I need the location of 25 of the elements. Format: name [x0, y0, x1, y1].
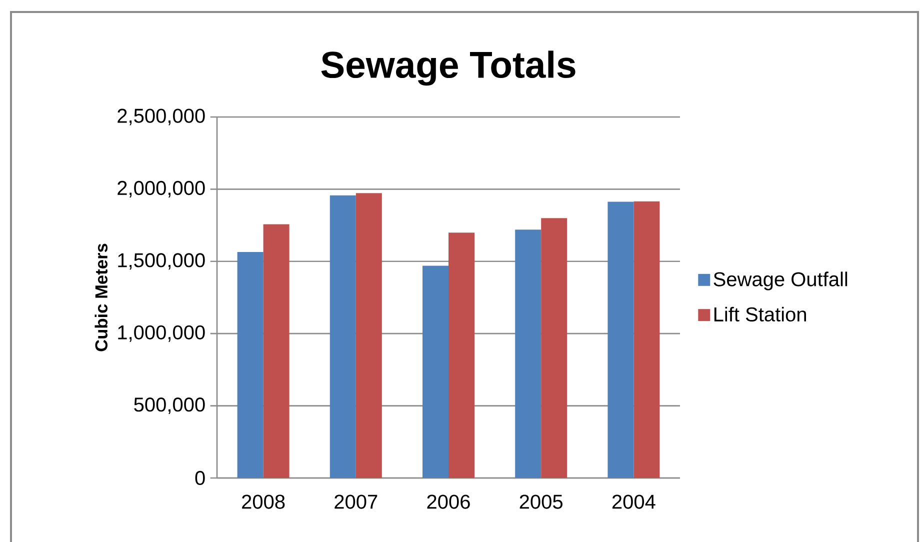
y-tick-label: 2,000,000	[118, 180, 205, 198]
bar	[330, 195, 356, 478]
bar	[634, 201, 660, 478]
bar	[263, 224, 290, 478]
y-tick-label: 0	[195, 470, 205, 486]
x-tick-label: 2006	[427, 494, 470, 509]
bar	[515, 230, 542, 478]
y-tick-label: 1,500,000	[118, 253, 205, 270]
y-axis-title: Cubic Meters	[94, 244, 108, 352]
x-tick-label: 2008	[242, 494, 285, 509]
chart-title: Sewage Totals	[321, 50, 576, 86]
bar	[356, 193, 382, 478]
x-tick-label: 2004	[612, 494, 656, 509]
legend-label: Sewage Outfall	[714, 272, 848, 290]
y-tick-label: 500,000	[134, 398, 205, 414]
y-tick-label: 1,000,000	[118, 325, 205, 342]
bar	[541, 218, 568, 478]
bar	[237, 252, 264, 478]
y-tick-label: 2,500,000	[118, 108, 205, 126]
bar	[422, 266, 448, 478]
x-tick-label: 2007	[334, 494, 378, 509]
bar	[448, 232, 474, 478]
x-tick-label: 2005	[520, 494, 562, 509]
bar	[608, 202, 634, 478]
legend-label: Lift Station	[714, 306, 806, 322]
